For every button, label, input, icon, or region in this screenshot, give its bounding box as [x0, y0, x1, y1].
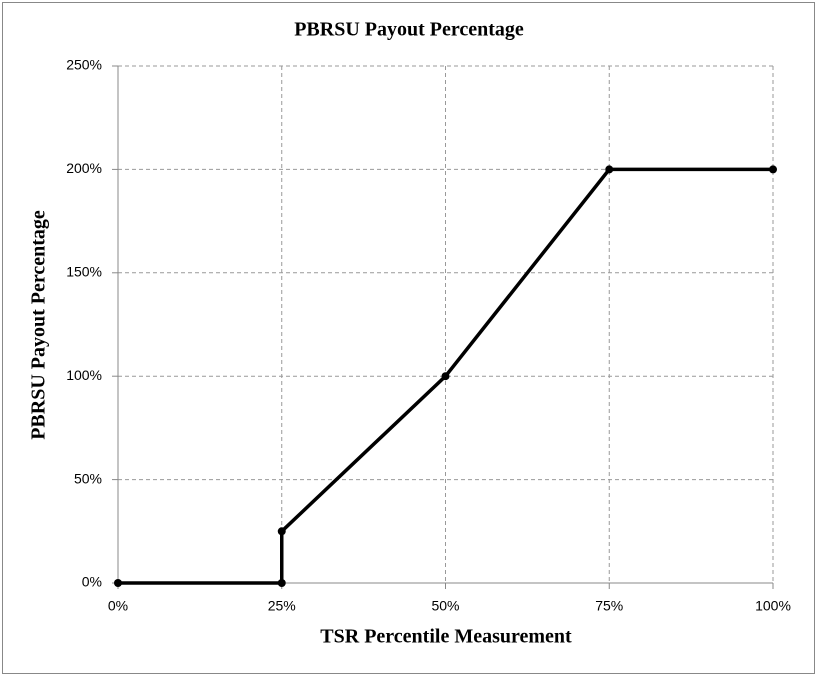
y-tick-label: 250% [66, 57, 102, 73]
x-tick-label: 75% [595, 598, 623, 614]
data-point [277, 527, 286, 536]
data-point [441, 372, 450, 381]
x-tick-label: 50% [431, 598, 459, 614]
y-tick-label: 150% [66, 264, 102, 280]
data-point [277, 579, 286, 587]
y-tick-label: 0% [82, 574, 102, 590]
data-point [769, 165, 777, 174]
x-tick-label: 25% [268, 598, 296, 614]
data-point [605, 165, 614, 174]
x-axis-title: TSR Percentile Measurement [320, 626, 572, 648]
data-point [114, 579, 122, 587]
y-tick-label: 100% [66, 367, 102, 383]
x-tick-label: 0% [108, 598, 128, 614]
x-tick-label: 100% [755, 598, 791, 614]
y-tick-label: 200% [66, 160, 102, 176]
data-line [118, 167, 773, 585]
y-tick-label: 50% [74, 470, 102, 486]
chart-title: PBRSU Payout Percentage [294, 19, 524, 41]
y-axis-title: PBRSU Payout Percentage [28, 210, 50, 440]
